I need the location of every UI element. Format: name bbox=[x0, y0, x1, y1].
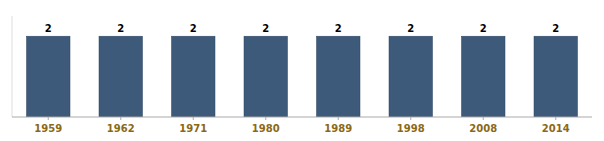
bar bbox=[27, 36, 71, 117]
x-tick-label: 1971 bbox=[179, 123, 207, 134]
data-label: 2 bbox=[190, 23, 197, 34]
chart-container: 1959 1962 1971 1980 1989 1998 2008 2014 2 2 2 2 2 2 2 2 bbox=[0, 0, 604, 141]
bar bbox=[462, 36, 506, 117]
data-label: 2 bbox=[262, 23, 269, 34]
data-label: 2 bbox=[117, 23, 124, 34]
y-axis-line bbox=[12, 16, 13, 117]
x-tick-label: 1980 bbox=[252, 123, 280, 134]
x-tick bbox=[338, 117, 339, 120]
x-tick bbox=[265, 117, 266, 120]
x-tick-label: 1998 bbox=[397, 123, 425, 134]
x-tick bbox=[193, 117, 194, 120]
chart: 1959 1962 1971 1980 1989 1998 2008 2014 2 2 2 2 2 2 2 2 bbox=[0, 0, 604, 141]
x-tick bbox=[555, 117, 556, 120]
x-tick-label: 1989 bbox=[324, 123, 352, 134]
bar bbox=[244, 36, 288, 117]
x-axis-line bbox=[12, 117, 592, 118]
x-tick-label: 2008 bbox=[469, 123, 497, 134]
x-tick bbox=[48, 117, 49, 120]
x-tick-label: 1962 bbox=[107, 123, 135, 134]
x-tick bbox=[410, 117, 411, 120]
x-tick-label: 2014 bbox=[542, 123, 570, 134]
bar bbox=[389, 36, 433, 117]
bar bbox=[99, 36, 143, 117]
bar bbox=[534, 36, 578, 117]
x-tick-label: 1959 bbox=[34, 123, 62, 134]
data-label: 2 bbox=[407, 23, 414, 34]
data-label: 2 bbox=[335, 23, 342, 34]
plot-area bbox=[27, 36, 578, 117]
bar bbox=[172, 36, 216, 117]
data-label: 2 bbox=[480, 23, 487, 34]
bar bbox=[317, 36, 361, 117]
data-label: 2 bbox=[552, 23, 559, 34]
data-label: 2 bbox=[45, 23, 52, 34]
x-tick bbox=[483, 117, 484, 120]
x-tick bbox=[120, 117, 121, 120]
